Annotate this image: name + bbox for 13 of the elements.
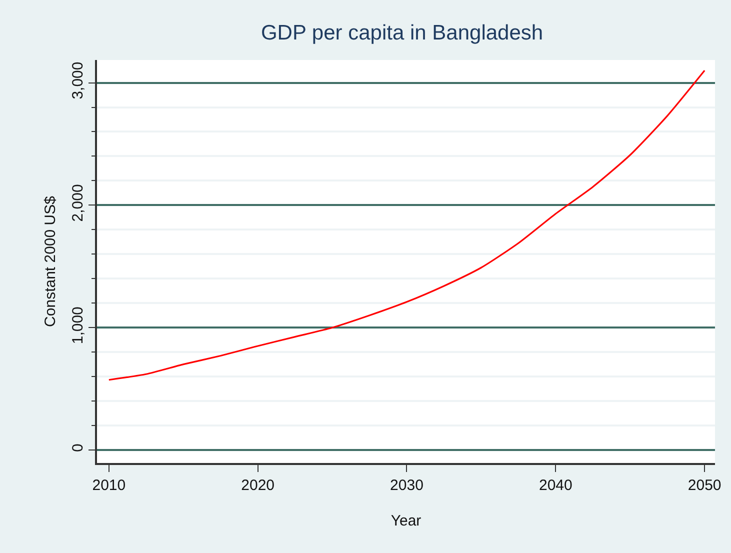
- chart-title: GDP per capita in Bangladesh: [260, 22, 544, 45]
- x-tick-label: 2050: [688, 476, 722, 494]
- x-tick-label: 2030: [390, 476, 424, 494]
- y-tick-label: 3,000: [69, 62, 86, 100]
- x-axis-title: Year: [390, 512, 422, 530]
- x-tick-label: 2020: [241, 476, 275, 494]
- x-tick-label: 2040: [538, 476, 572, 494]
- y-tick-label: 1,000: [69, 306, 86, 344]
- y-axis-title: Constant 2000 US$: [42, 195, 59, 327]
- x-tick-label: 2010: [92, 476, 126, 494]
- y-tick-label: 2,000: [69, 184, 86, 222]
- y-tick-label: 0: [69, 444, 86, 452]
- line-series: [108, 70, 706, 381]
